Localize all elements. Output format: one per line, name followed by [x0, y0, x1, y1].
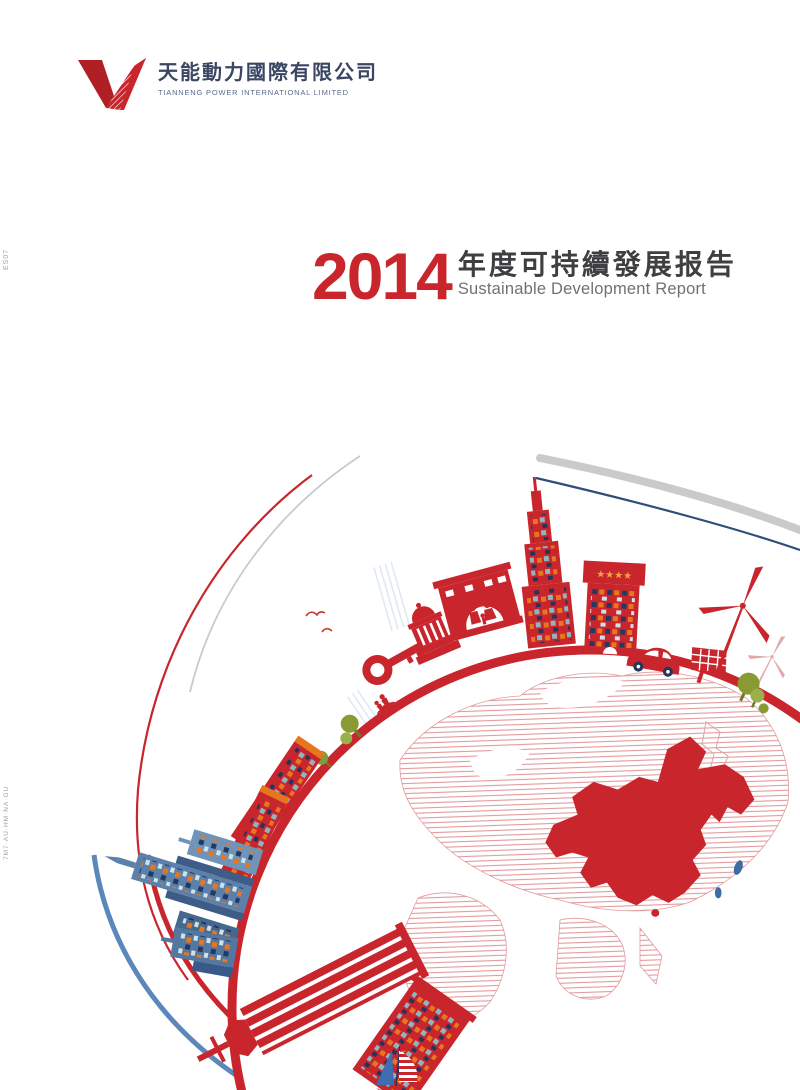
island-hainan — [651, 909, 660, 917]
tree-icon — [737, 672, 769, 714]
car-icon — [626, 647, 680, 677]
bank-icon — [407, 602, 462, 665]
hotel-star-building: ★★★★ — [582, 560, 646, 656]
hotel-door — [603, 647, 617, 655]
striped-tower — [196, 921, 430, 1063]
hotel-stars: ★★★★ — [596, 569, 632, 582]
scooter-figure — [374, 694, 398, 719]
blue-skyscraper-second — [160, 927, 239, 978]
island-small — [714, 887, 722, 899]
arch-building — [432, 561, 524, 642]
island-taiwan — [733, 860, 743, 875]
arc-red-thin-left — [135, 474, 313, 981]
company-name-en: TIANNENG POWER INTERNATIONAL LIMITED — [158, 88, 349, 97]
report-year: 2014 — [312, 239, 453, 313]
family-figures — [468, 602, 497, 625]
logo-v-icon — [78, 58, 146, 110]
sailboat-icon — [376, 1045, 422, 1090]
birds-icon — [305, 611, 333, 633]
wind-turbine-icon — [698, 566, 770, 674]
report-title-en: Sustainable Development Report — [457, 280, 706, 299]
company-name-zh: 天能動力國際有限公司 — [158, 62, 378, 84]
continent-indochina — [639, 926, 663, 985]
spine-mark-top: ES07 — [3, 248, 10, 270]
report-title-zh: 年度可持續發展报告 — [457, 249, 737, 280]
arc-gray-top — [536, 454, 800, 534]
company-logo: 天能動力國際有限公司 TIANNENG POWER INTERNATIONAL … — [76, 56, 378, 114]
cover-illustration: ★★★★ — [91, 454, 800, 1090]
tiered-tower — [521, 476, 576, 649]
report-title: 2014 年度可持續發展报告 Sustainable Development R… — [312, 239, 737, 313]
arc-gray-left — [189, 455, 361, 693]
china-map — [545, 736, 755, 917]
red-slab-buildings — [214, 735, 325, 896]
arc-navy-top — [535, 476, 800, 552]
logo-text: 天能動力國際有限公司 TIANNENG POWER INTERNATIONAL … — [158, 56, 378, 97]
tree-left-icon — [340, 714, 362, 745]
continent-india — [555, 917, 626, 1000]
